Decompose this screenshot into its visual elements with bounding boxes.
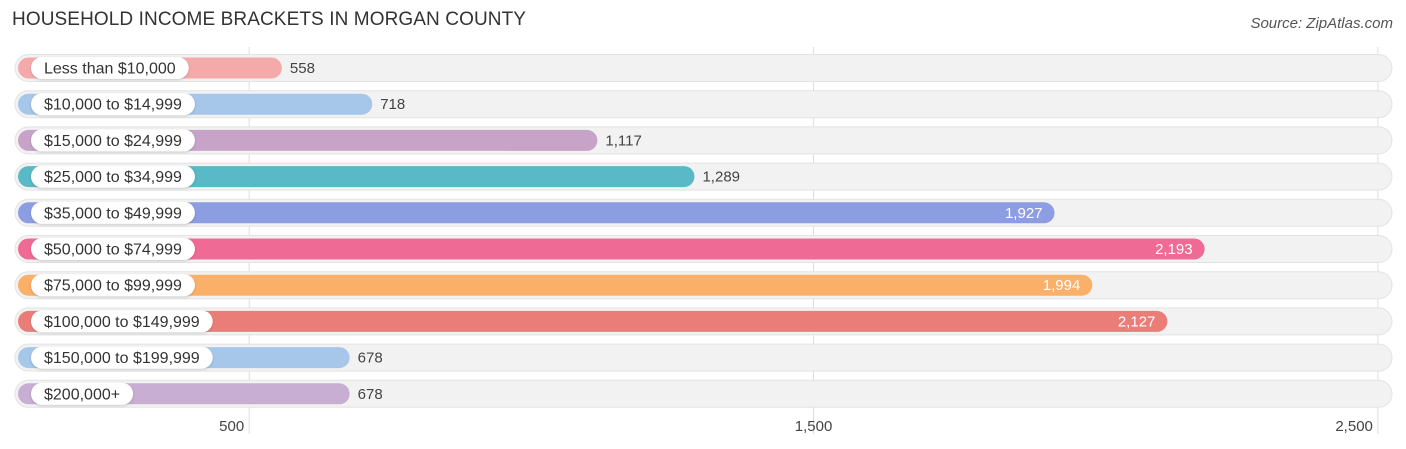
x-tick-label: 1,500 bbox=[795, 418, 833, 435]
svg-text:Less than $10,000: Less than $10,000 bbox=[44, 61, 176, 78]
svg-text:$200,000+: $200,000+ bbox=[44, 386, 120, 403]
chart-title: HOUSEHOLD INCOME BRACKETS IN MORGAN COUN… bbox=[12, 9, 527, 30]
category-pill bbox=[31, 382, 134, 405]
category-pill bbox=[31, 57, 189, 79]
category-pill bbox=[31, 129, 195, 152]
category-pill bbox=[31, 165, 195, 188]
svg-text:$75,000 to $99,999: $75,000 to $99,999 bbox=[44, 278, 182, 295]
svg-text:$10,000 to $14,999: $10,000 to $14,999 bbox=[44, 97, 182, 114]
category-label: $35,000 to $49,999 bbox=[31, 201, 195, 224]
svg-text:$150,000 to $199,999: $150,000 to $199,999 bbox=[44, 350, 200, 367]
category-pill bbox=[31, 238, 195, 260]
bar bbox=[18, 202, 1055, 224]
value-label: 1,927 bbox=[1005, 205, 1043, 222]
value-label: 678 bbox=[358, 350, 383, 367]
svg-text:$25,000 to $34,999: $25,000 to $34,999 bbox=[44, 169, 182, 186]
category-pill bbox=[31, 346, 213, 369]
svg-text:$35,000 to $49,999: $35,000 to $49,999 bbox=[44, 205, 182, 222]
bar-track bbox=[14, 54, 1393, 82]
category-pill bbox=[31, 310, 213, 333]
category-label: $25,000 to $34,999 bbox=[31, 165, 195, 188]
bar bbox=[18, 274, 1093, 296]
value-label: 1,117 bbox=[605, 132, 641, 149]
category-pill bbox=[31, 201, 195, 224]
category-pill bbox=[31, 93, 195, 116]
category-label: $150,000 to $199,999 bbox=[31, 346, 213, 369]
value-label: 2,193 bbox=[1155, 241, 1193, 258]
category-label: $10,000 to $14,999 bbox=[31, 93, 195, 116]
category-label: $15,000 to $24,999 bbox=[31, 129, 195, 152]
category-label: $200,000+ bbox=[31, 382, 134, 405]
category-label: Less than $10,000 bbox=[31, 57, 189, 79]
svg-text:$15,000 to $24,999: $15,000 to $24,999 bbox=[44, 133, 182, 150]
value-label: 558 bbox=[290, 60, 315, 77]
category-label: $75,000 to $99,999 bbox=[31, 274, 195, 297]
value-label: 1,994 bbox=[1043, 277, 1081, 294]
bar-track bbox=[14, 343, 1393, 372]
category-label: $100,000 to $149,999 bbox=[31, 310, 213, 333]
x-tick-label: 2,500 bbox=[1335, 418, 1373, 435]
category-label: $50,000 to $74,999 bbox=[31, 238, 195, 260]
value-label: 678 bbox=[358, 386, 383, 403]
x-tick-label: 500 bbox=[219, 418, 244, 435]
bar bbox=[18, 310, 1168, 332]
svg-text:$100,000 to $149,999: $100,000 to $149,999 bbox=[44, 314, 200, 331]
source-label: Source: ZipAtlas.com bbox=[1250, 15, 1393, 32]
bar-track bbox=[14, 379, 1393, 408]
value-label: 718 bbox=[380, 96, 405, 113]
bar bbox=[18, 238, 1205, 260]
category-pill bbox=[31, 274, 195, 297]
value-label: 2,127 bbox=[1118, 313, 1156, 330]
value-label: 1,289 bbox=[702, 169, 740, 186]
svg-text:$50,000 to $74,999: $50,000 to $74,999 bbox=[44, 242, 182, 259]
